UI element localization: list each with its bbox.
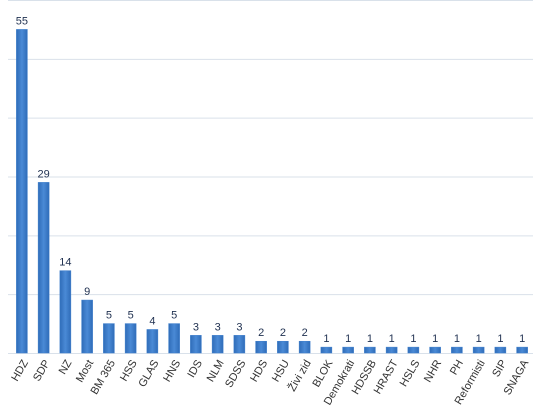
x-tick-label: HDS	[248, 358, 270, 384]
value-label: 29	[38, 168, 50, 180]
value-label: 1	[410, 333, 416, 345]
x-tick-label: SDP	[31, 358, 53, 384]
value-label: 3	[215, 321, 221, 333]
bar	[429, 346, 441, 354]
value-label: 9	[84, 286, 90, 298]
x-tick-label: NZ	[57, 358, 75, 377]
bar	[211, 335, 224, 354]
value-label: 5	[171, 310, 177, 322]
value-label: 2	[302, 327, 308, 339]
value-label: 4	[149, 315, 155, 327]
value-label: 1	[389, 333, 395, 345]
x-tick-label: HSLS	[398, 358, 423, 389]
x-tick-label: HNS	[161, 358, 183, 384]
value-label: 3	[193, 321, 199, 333]
value-label: 1	[345, 333, 351, 345]
bar	[472, 346, 485, 354]
bar	[364, 346, 376, 354]
bar	[320, 346, 333, 354]
bar	[81, 299, 93, 354]
bar	[16, 29, 28, 354]
bar	[298, 340, 311, 354]
bar	[233, 335, 246, 354]
x-tick-label: GLAS	[136, 358, 161, 389]
bar	[277, 340, 289, 354]
value-label: 1	[476, 333, 482, 345]
bar	[255, 340, 267, 354]
x-tick-label: NLM	[205, 358, 227, 384]
x-tick-label: SIP	[490, 358, 509, 379]
x-tick-label: HSU	[270, 358, 292, 384]
value-label: 1	[519, 333, 525, 345]
value-label: 1	[454, 333, 460, 345]
bar	[168, 323, 180, 354]
x-tick-label: NHR	[422, 358, 444, 385]
x-tick-label: Most	[74, 358, 96, 385]
value-label: 5	[128, 310, 134, 322]
value-label: 3	[236, 321, 242, 333]
value-label: 1	[432, 333, 438, 345]
bar	[385, 346, 398, 354]
value-label: 2	[258, 327, 264, 339]
value-label: 14	[59, 257, 71, 269]
value-label: 55	[16, 15, 28, 27]
x-tick-label: SDSS	[223, 358, 248, 390]
bar	[190, 335, 202, 354]
x-tick-label: HDZ	[9, 358, 31, 384]
bar	[494, 346, 507, 354]
bar	[146, 329, 159, 354]
x-tick-label: HSS	[118, 358, 140, 384]
value-label: 5	[106, 310, 112, 322]
bar	[451, 346, 463, 354]
value-label: 2	[280, 327, 286, 339]
bar	[516, 346, 528, 354]
bar	[59, 270, 72, 354]
bar	[37, 182, 50, 354]
bar	[342, 346, 354, 354]
bar	[124, 323, 137, 354]
x-tick-label: PH	[448, 358, 466, 377]
value-label: 1	[323, 333, 329, 345]
x-tick-label: IDS	[185, 358, 205, 380]
value-label: 1	[497, 333, 503, 345]
value-label: 1	[367, 333, 373, 345]
bar	[103, 323, 115, 354]
bar	[407, 346, 420, 354]
